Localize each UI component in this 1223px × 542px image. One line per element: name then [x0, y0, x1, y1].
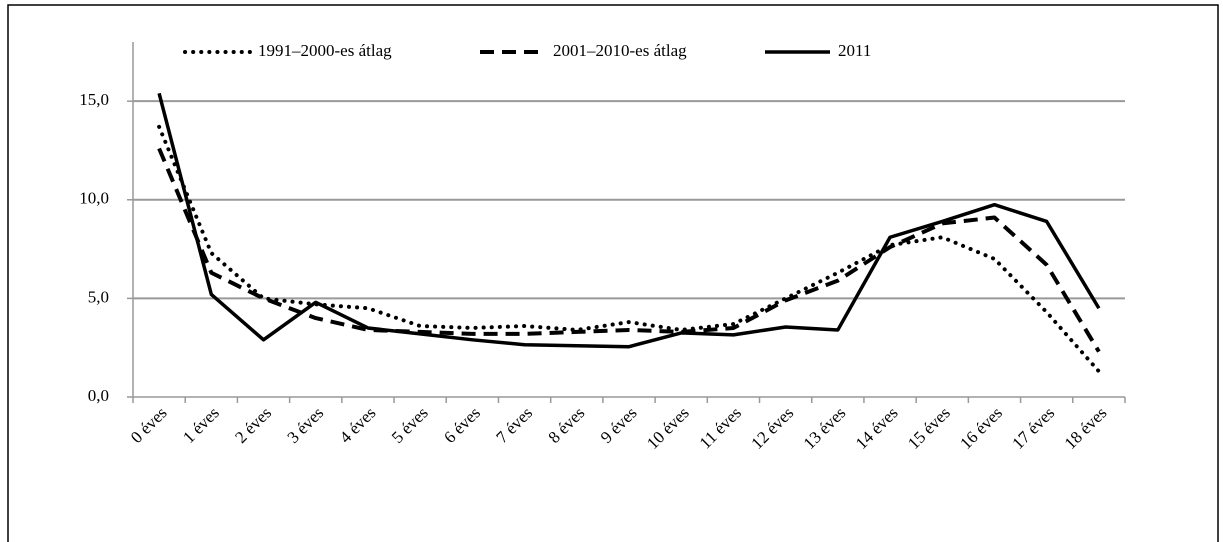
legend-label: 1991–2000-es átlag	[258, 41, 392, 60]
y-tick-label: 0,0	[88, 386, 109, 405]
legend-label: 2001–2010-es átlag	[553, 41, 687, 60]
chart-frame	[7, 4, 1219, 542]
series-line	[157, 92, 1101, 349]
series-line	[157, 147, 1101, 353]
legend-label: 2011	[838, 41, 871, 60]
y-tick-label: 5,0	[88, 287, 109, 306]
y-tick-label: 15,0	[79, 90, 109, 109]
y-tick-label: 10,0	[79, 189, 109, 208]
